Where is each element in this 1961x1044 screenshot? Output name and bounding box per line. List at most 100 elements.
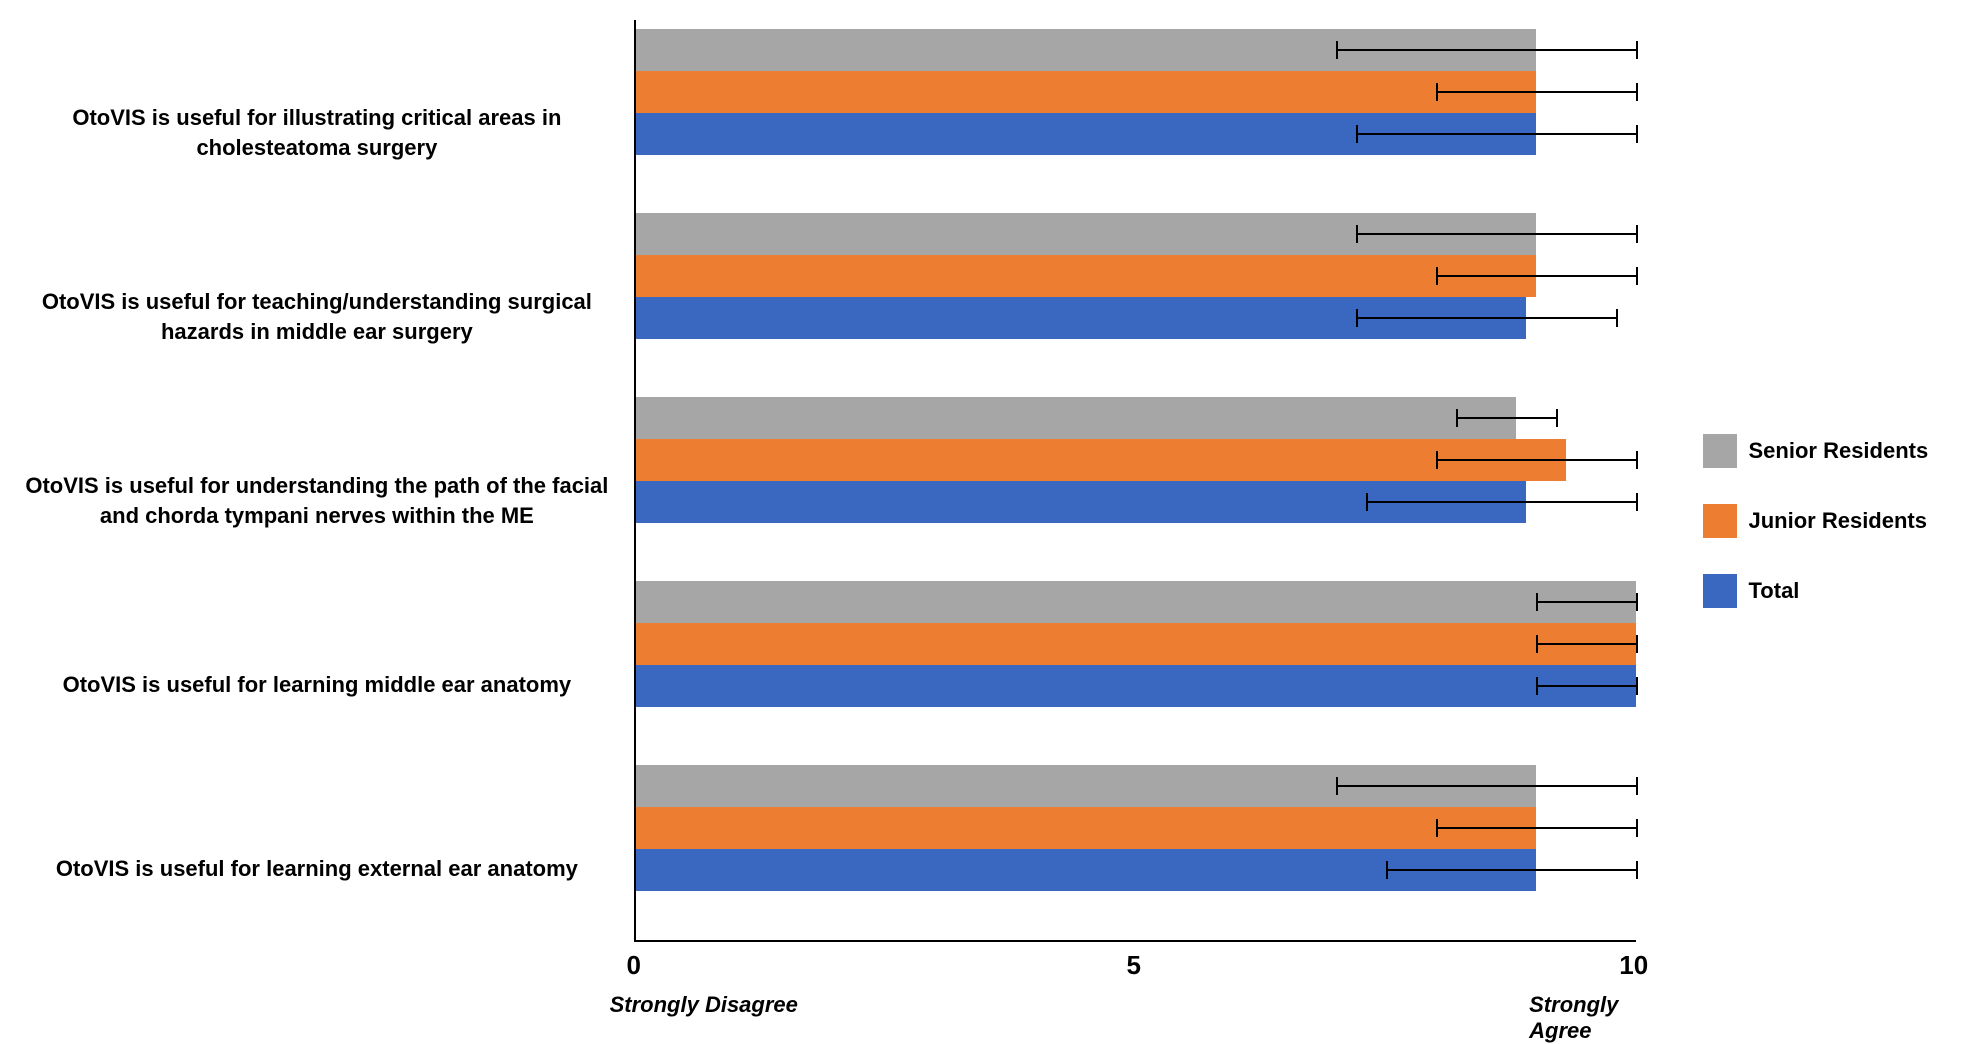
error-bar-cap	[1536, 593, 1538, 611]
error-bar-cap	[1636, 267, 1638, 285]
error-bar-cap	[1436, 267, 1438, 285]
error-bar-cap	[1636, 861, 1638, 879]
error-bar-cap	[1436, 83, 1438, 101]
error-bar-cap	[1636, 635, 1638, 653]
x-tick: 5	[1127, 950, 1141, 981]
error-bar-line	[1356, 233, 1636, 235]
error-bar-line	[1356, 133, 1636, 135]
question-row: OtoVIS is useful for learning middle ear…	[20, 613, 614, 757]
question-row: OtoVIS is useful for teaching/understand…	[20, 245, 614, 389]
legend-swatch-icon	[1703, 434, 1737, 468]
bar-group	[636, 388, 1636, 532]
bar-senior	[636, 213, 1636, 255]
error-bar-line	[1436, 827, 1636, 829]
bar-junior	[636, 439, 1636, 481]
legend-swatch-icon	[1703, 504, 1737, 538]
error-bar-line	[1536, 643, 1636, 645]
question-row: OtoVIS is useful for illustrating critic…	[20, 61, 614, 205]
error-bar-cap	[1536, 677, 1538, 695]
error-bar-cap	[1636, 493, 1638, 511]
bar-rect	[636, 807, 1536, 849]
legend-item-total: Total	[1703, 574, 1941, 608]
bar-rect	[636, 397, 1516, 439]
error-bar-cap	[1456, 409, 1458, 427]
error-bar-line	[1336, 49, 1636, 51]
question-label: OtoVIS is useful for understanding the p…	[20, 471, 614, 530]
error-bar-cap	[1636, 777, 1638, 795]
bar-rect	[636, 439, 1566, 481]
error-bar-cap	[1386, 861, 1388, 879]
legend-item-senior: Senior Residents	[1703, 434, 1941, 468]
error-bar-line	[1436, 91, 1636, 93]
error-bar-cap	[1356, 125, 1358, 143]
error-bar-cap	[1636, 125, 1638, 143]
question-label: OtoVIS is useful for illustrating critic…	[20, 103, 614, 162]
bar-rect	[636, 665, 1636, 707]
error-bar-cap	[1556, 409, 1558, 427]
plot-area	[634, 20, 1636, 942]
error-bar-cap	[1366, 493, 1368, 511]
bar-junior	[636, 71, 1636, 113]
bar-rect	[636, 623, 1636, 665]
bar-rect	[636, 71, 1536, 113]
bar-junior	[636, 807, 1636, 849]
legend: Senior Residents Junior Residents Total	[1683, 434, 1941, 608]
legend-label: Total	[1749, 578, 1800, 604]
error-bar-cap	[1636, 451, 1638, 469]
x-axis-sublabels: Strongly Disagree Strongly Agree	[634, 982, 1634, 1022]
error-bar-line	[1366, 501, 1636, 503]
error-bar-cap	[1636, 225, 1638, 243]
question-row: OtoVIS is useful for learning external e…	[20, 797, 614, 941]
error-bar-cap	[1636, 83, 1638, 101]
x-axis-ticks: 0 5 10	[634, 942, 1634, 982]
legend-label: Senior Residents	[1749, 438, 1929, 464]
x-tick: 0	[627, 950, 641, 981]
error-bar-cap	[1636, 593, 1638, 611]
error-bar-cap	[1636, 677, 1638, 695]
error-bar-cap	[1636, 819, 1638, 837]
error-bar-line	[1386, 869, 1636, 871]
bar-rect	[636, 581, 1636, 623]
question-label: OtoVIS is useful for learning external e…	[20, 854, 614, 884]
error-bar-cap	[1336, 777, 1338, 795]
x-tick: 10	[1619, 950, 1648, 981]
bar-total	[636, 665, 1636, 707]
error-bar-cap	[1356, 309, 1358, 327]
error-bar-line	[1336, 785, 1636, 787]
error-bar-line	[1436, 275, 1636, 277]
error-bar-line	[1536, 601, 1636, 603]
bar-senior	[636, 29, 1636, 71]
legend-swatch-icon	[1703, 574, 1737, 608]
error-bar-cap	[1636, 41, 1638, 59]
bar-group	[636, 204, 1636, 348]
bar-total	[636, 481, 1636, 523]
question-row: OtoVIS is useful for understanding the p…	[20, 429, 614, 573]
bar-group	[636, 756, 1636, 900]
error-bar-cap	[1436, 451, 1438, 469]
bar-junior	[636, 623, 1636, 665]
error-bar-line	[1536, 685, 1636, 687]
legend-label: Junior Residents	[1749, 508, 1927, 534]
error-bar-cap	[1356, 225, 1358, 243]
error-bar-line	[1436, 459, 1636, 461]
error-bar-line	[1456, 417, 1556, 419]
bar-group	[636, 572, 1636, 716]
error-bar-cap	[1536, 635, 1538, 653]
bar-rect	[636, 255, 1536, 297]
question-label: OtoVIS is useful for learning middle ear…	[20, 670, 614, 700]
bar-senior	[636, 397, 1636, 439]
bar-senior	[636, 765, 1636, 807]
question-labels-column: OtoVIS is useful for illustrating critic…	[20, 61, 614, 981]
plot-column: 0 5 10 Strongly Disagree Strongly Agree	[614, 20, 1683, 1022]
legend-item-junior: Junior Residents	[1703, 504, 1941, 538]
x-sublabel-right: Strongly Agree	[1529, 992, 1618, 1044]
bar-total	[636, 297, 1636, 339]
bar-senior	[636, 581, 1636, 623]
x-sublabel-left: Strongly Disagree	[610, 992, 798, 1018]
error-bar-cap	[1336, 41, 1338, 59]
question-label: OtoVIS is useful for teaching/understand…	[20, 287, 614, 346]
bar-total	[636, 849, 1636, 891]
error-bar-line	[1356, 317, 1616, 319]
error-bar-cap	[1436, 819, 1438, 837]
chart-container: OtoVIS is useful for illustrating critic…	[20, 20, 1940, 1022]
